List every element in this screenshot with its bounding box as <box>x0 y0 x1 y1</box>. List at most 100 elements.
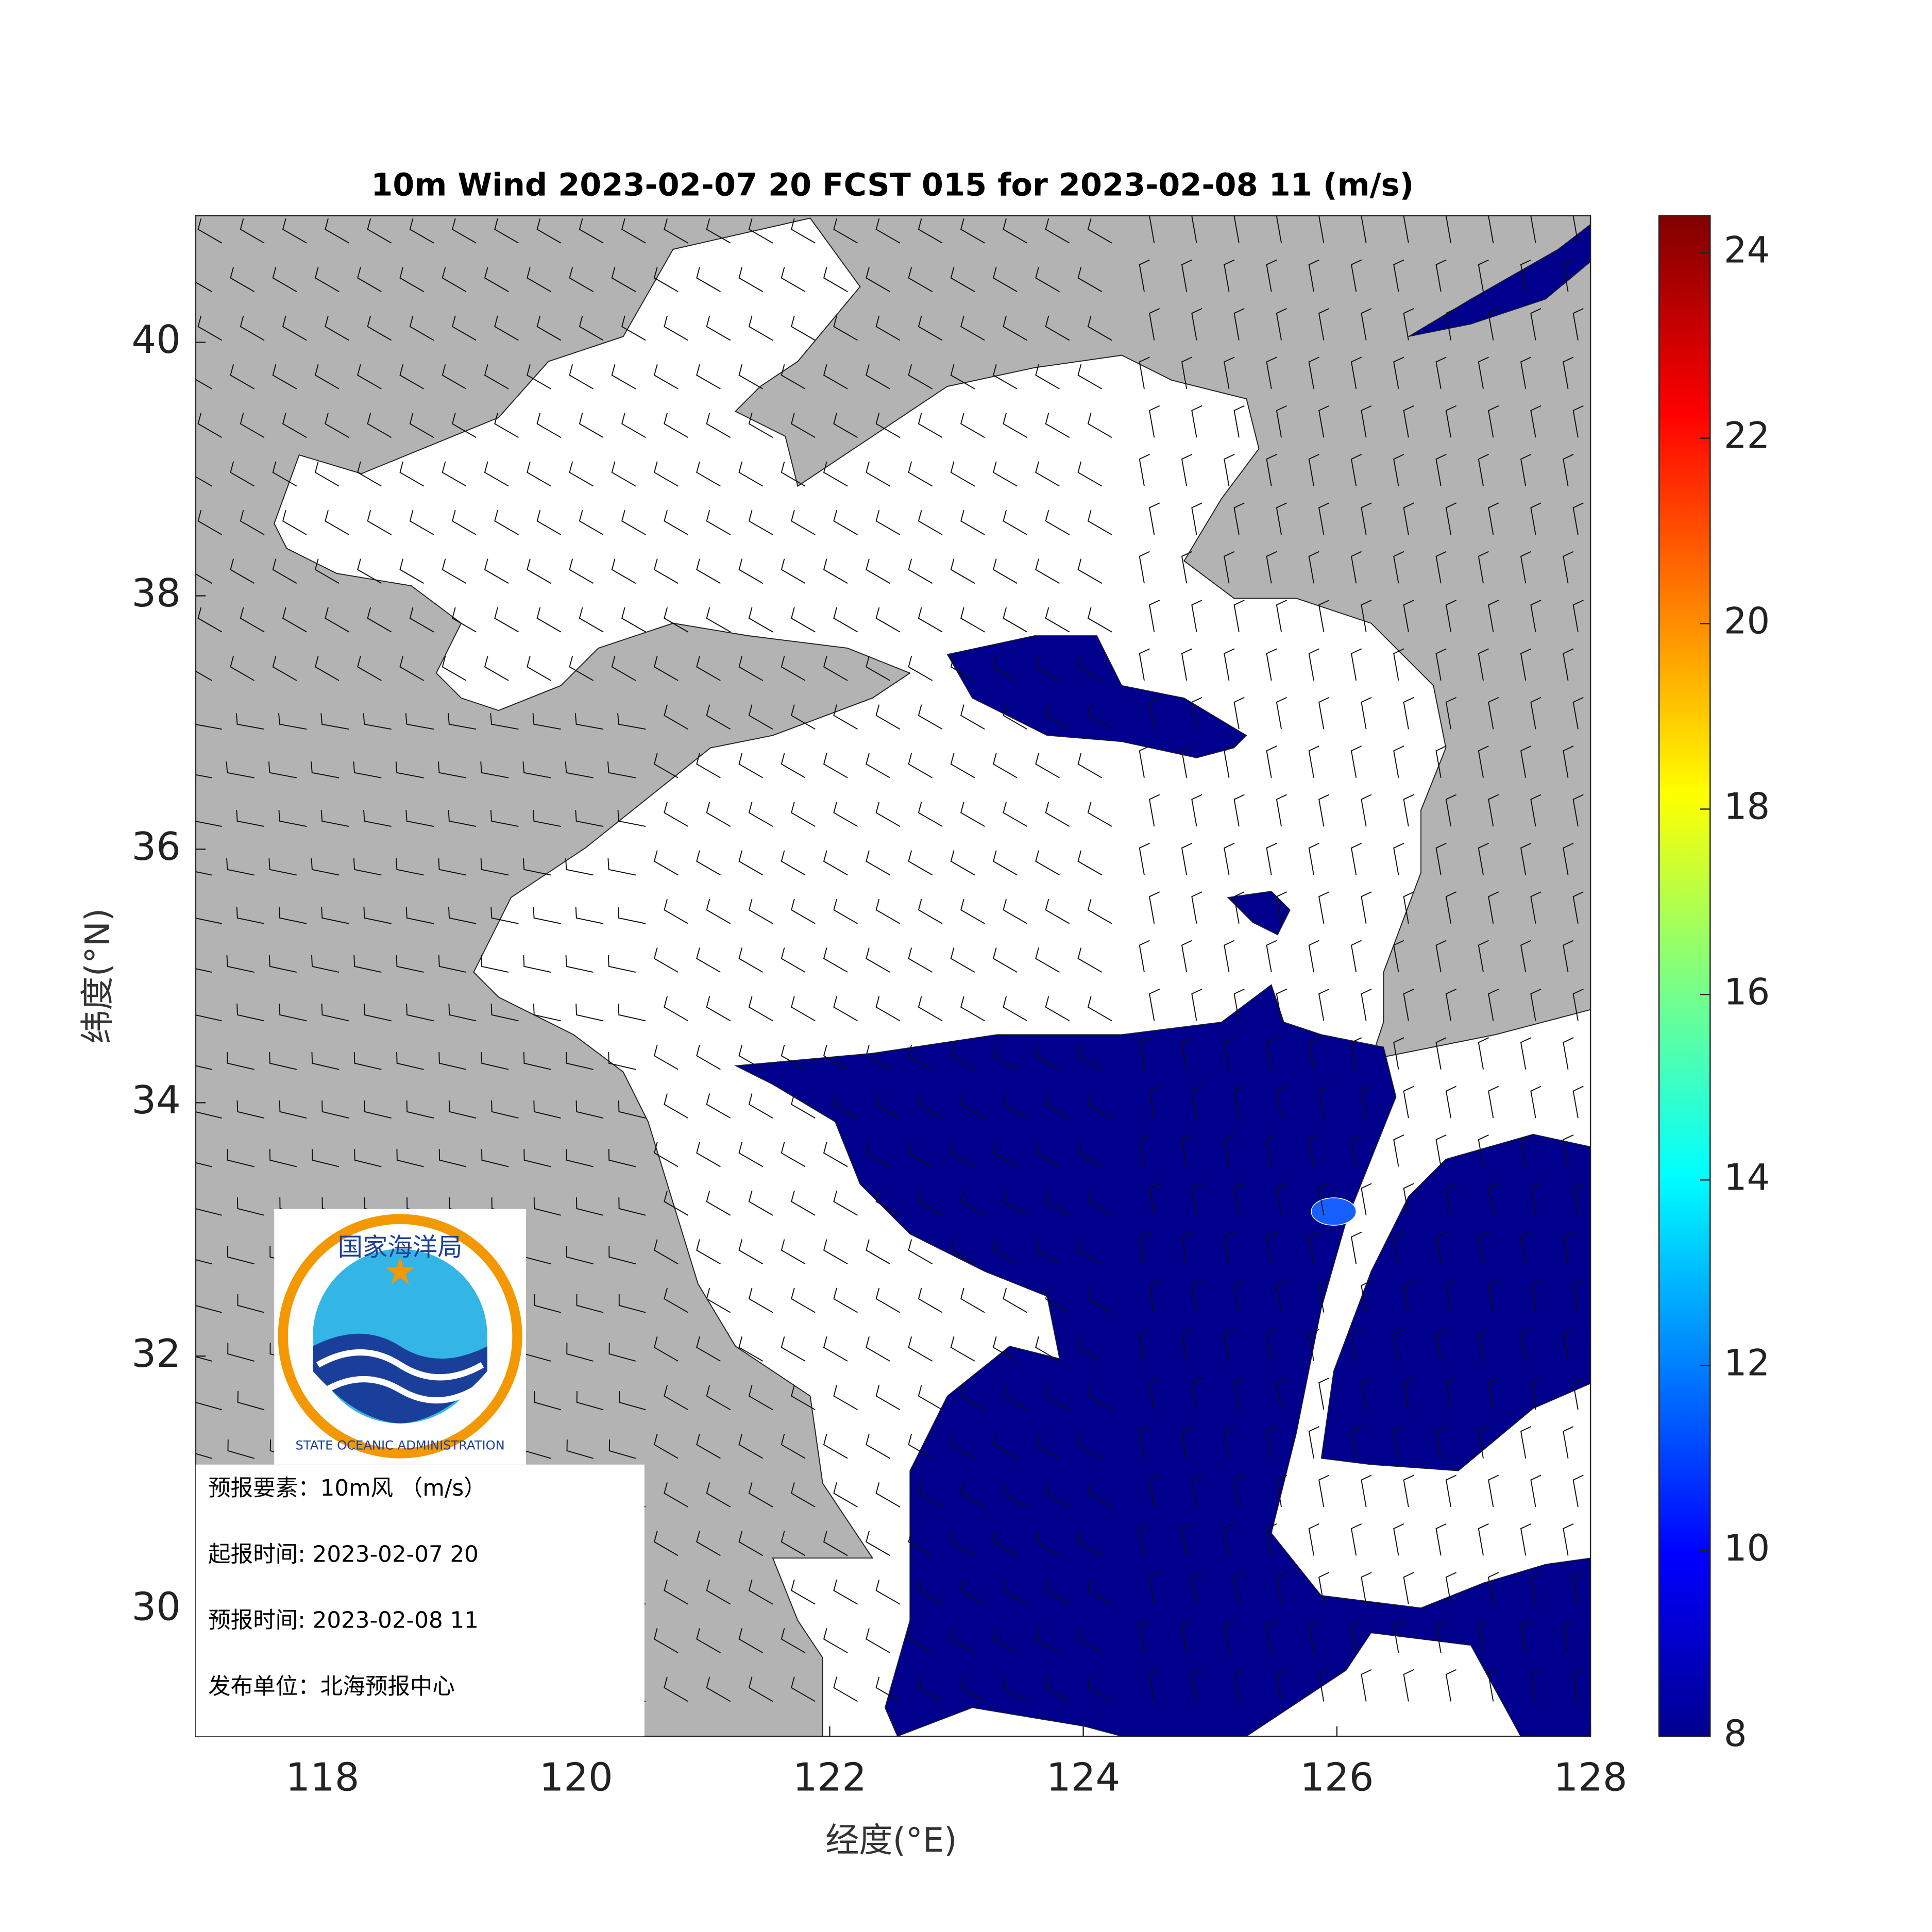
wind-barb <box>406 1004 434 1022</box>
wind-barb <box>1393 551 1404 584</box>
wind-barb <box>960 1287 985 1313</box>
wind-barb <box>1530 308 1541 341</box>
wind-barb <box>1520 357 1532 389</box>
wind-barb <box>1233 1669 1245 1702</box>
wind-barb <box>1148 405 1160 438</box>
wind-barb <box>363 1004 392 1022</box>
wind-barb <box>918 704 943 730</box>
wind-barb <box>1077 1628 1103 1653</box>
wind-barb <box>1478 1134 1489 1167</box>
info-line: 预报要素：10m风 （m/s） <box>208 1476 486 1501</box>
wind-barb <box>314 558 340 584</box>
wind-barb <box>960 802 985 827</box>
wind-barb <box>490 810 519 827</box>
wind-barb <box>950 267 975 292</box>
wind-barb <box>608 1052 636 1070</box>
wind-barb <box>1003 315 1028 341</box>
wind-barb <box>781 1433 806 1459</box>
wind-barb <box>664 607 688 633</box>
wind-barb <box>353 858 382 876</box>
wind-barb <box>1308 745 1319 778</box>
wind-barb <box>781 947 806 973</box>
wind-barb <box>960 1385 985 1411</box>
wind-barb <box>1077 364 1103 389</box>
wind-barb <box>875 802 901 827</box>
wind-barb <box>268 761 297 778</box>
wind-barb <box>1191 1377 1202 1410</box>
wind-barb <box>617 810 646 827</box>
wind-barb <box>664 218 688 244</box>
wind-barb <box>1530 891 1541 924</box>
wind-barb <box>272 656 297 681</box>
wind-barb <box>1233 308 1245 341</box>
wind-barb <box>1308 648 1319 681</box>
wind-barb <box>311 761 340 778</box>
wind-barb <box>1478 842 1489 875</box>
wind-barb <box>791 1093 816 1118</box>
wind-barb <box>1139 1329 1150 1362</box>
wind-barb <box>1139 745 1150 778</box>
wind-barb <box>1224 745 1235 778</box>
wind-barb <box>536 413 562 438</box>
wind-barb <box>1181 357 1193 389</box>
wind-barb <box>1530 1572 1541 1604</box>
wind-barb <box>569 461 594 487</box>
wind-barb <box>399 558 425 584</box>
wind-barb <box>1148 308 1160 341</box>
wind-barb <box>353 761 382 778</box>
wind-area <box>734 984 1591 1737</box>
logo-cn: 国家海洋局 <box>338 1233 463 1262</box>
wind-barb <box>448 713 477 730</box>
wind-barb <box>354 1149 382 1167</box>
wind-barb <box>950 1142 975 1167</box>
wind-barb <box>1445 697 1457 730</box>
wind-barb <box>1035 753 1060 778</box>
wind-barb <box>1276 1572 1287 1604</box>
wind-barb <box>1003 1385 1028 1411</box>
wind-barb <box>575 1004 604 1022</box>
wind-barb <box>522 858 551 876</box>
wind-barb <box>321 1100 349 1119</box>
wind-barb <box>738 656 764 681</box>
wind-barb <box>1488 794 1499 827</box>
wind-barb <box>950 1336 975 1362</box>
wind-barb <box>791 510 816 535</box>
wind-barb <box>664 1093 688 1118</box>
wind-barb <box>1361 1572 1372 1604</box>
wind-barb <box>696 1239 721 1265</box>
wind-barb <box>565 761 594 778</box>
wind-barb <box>653 656 679 681</box>
wind-barb <box>653 461 679 487</box>
wind-barb <box>1087 704 1112 730</box>
wind-barb <box>1233 1086 1245 1118</box>
axes: 118 120 122 124 126 128 30 32 34 36 38 40 <box>131 317 1627 1800</box>
wind-barb <box>1077 1044 1103 1070</box>
wind-barb <box>1181 1329 1193 1362</box>
wind-barb <box>1530 1475 1541 1507</box>
wind-barb <box>781 656 806 681</box>
wind-barb <box>1148 1572 1160 1604</box>
wind-barb <box>399 461 425 487</box>
wind-barb <box>748 413 773 438</box>
wind-barb <box>621 607 646 633</box>
wind-barb <box>1181 1231 1193 1264</box>
wind-barb <box>696 1628 721 1653</box>
wind-barb <box>960 704 985 730</box>
wind-barb <box>566 1246 594 1265</box>
wind-barb <box>566 1052 594 1070</box>
wind-barb <box>1266 259 1277 292</box>
wind-barb <box>197 510 223 535</box>
wind-barb <box>875 218 901 244</box>
wind-barb <box>1191 308 1202 341</box>
wind-barb <box>1435 454 1447 486</box>
wind-barb <box>409 607 434 633</box>
wind-barb <box>1572 794 1584 827</box>
wind-barb <box>1087 996 1112 1022</box>
wind-barb <box>1233 405 1245 438</box>
wind-barb <box>272 267 297 292</box>
wind-barb <box>738 753 764 778</box>
wind-barb <box>1148 1377 1160 1410</box>
wind-barb <box>992 1531 1018 1556</box>
wind-barb <box>1350 1620 1362 1653</box>
wind-barb <box>653 947 679 973</box>
